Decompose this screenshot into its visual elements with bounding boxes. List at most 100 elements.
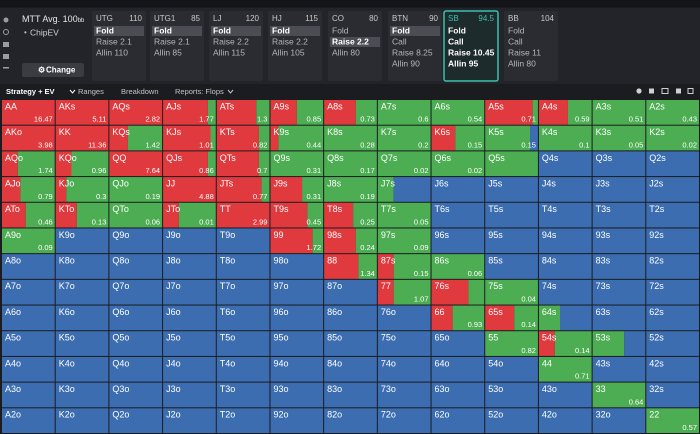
strategy-segment[interactable] xyxy=(324,305,377,331)
strategy-segment[interactable] xyxy=(431,254,485,279)
strategy-segment[interactable] xyxy=(538,305,560,331)
strategy-segment[interactable] xyxy=(431,228,485,254)
strategy-segment[interactable] xyxy=(538,151,592,177)
strategy-segment[interactable] xyxy=(485,254,538,279)
strategy-segment[interactable] xyxy=(55,228,109,254)
strategy-segment[interactable] xyxy=(592,151,646,177)
strategy-segment[interactable] xyxy=(377,356,431,382)
strategy-segment[interactable] xyxy=(592,254,646,279)
strategy-segment[interactable] xyxy=(624,331,646,356)
strategy-segment[interactable] xyxy=(431,100,485,125)
strategy-segment[interactable] xyxy=(216,356,270,382)
strategy-segment[interactable] xyxy=(538,125,592,151)
strategy-segment[interactable] xyxy=(163,305,216,331)
strategy-segment[interactable] xyxy=(592,202,646,228)
strategy-segment[interactable] xyxy=(270,356,324,382)
strategy-segment[interactable] xyxy=(55,125,109,151)
action[interactable]: Raise 11 xyxy=(508,47,541,57)
strategy-segment[interactable] xyxy=(485,356,538,382)
action[interactable]: Raise 2.2 xyxy=(213,36,249,46)
action[interactable]: Allin 80 xyxy=(332,47,360,57)
action[interactable]: Fold xyxy=(332,25,349,35)
strategy-segment[interactable] xyxy=(355,228,377,254)
strategy-segment[interactable] xyxy=(377,305,431,331)
strategy-segment[interactable] xyxy=(324,100,356,125)
strategy-segment[interactable] xyxy=(2,331,55,356)
strategy-segment[interactable] xyxy=(567,100,592,125)
strategy-segment[interactable] xyxy=(592,382,646,408)
strategy-segment[interactable] xyxy=(296,100,324,125)
strategy-segment[interactable] xyxy=(216,228,270,254)
strategy-segment[interactable] xyxy=(109,382,163,408)
strategy-segment[interactable] xyxy=(485,202,538,228)
strategy-segment[interactable] xyxy=(163,382,216,408)
strategy-segment[interactable] xyxy=(256,100,270,125)
strategy-segment[interactable] xyxy=(307,202,324,228)
strategy-segment[interactable] xyxy=(646,151,699,177)
strategy-segment[interactable] xyxy=(377,331,431,356)
strategy-segment[interactable] xyxy=(324,408,377,433)
strategy-segment[interactable] xyxy=(592,100,646,125)
strategy-segment[interactable] xyxy=(109,331,163,356)
action[interactable]: Fold xyxy=(272,25,290,35)
strategy-segment[interactable] xyxy=(163,100,208,125)
strategy-segment[interactable] xyxy=(324,202,354,228)
action[interactable]: Allin 110 xyxy=(96,47,128,57)
strategy-segment[interactable] xyxy=(431,279,469,305)
strategy-segment[interactable] xyxy=(592,125,646,151)
strategy-segment[interactable] xyxy=(358,254,377,279)
strategy-segment[interactable] xyxy=(377,382,431,408)
strategy-segment[interactable] xyxy=(163,125,211,151)
strategy-segment[interactable] xyxy=(216,100,257,125)
strategy-segment[interactable] xyxy=(324,382,377,408)
strategy-segment[interactable] xyxy=(592,177,646,202)
strategy-segment[interactable] xyxy=(258,151,270,177)
strategy-segment[interactable] xyxy=(109,279,163,305)
strategy-segment[interactable] xyxy=(324,177,377,202)
strategy-segment[interactable] xyxy=(17,151,55,177)
strategy-segment[interactable] xyxy=(55,356,109,382)
strategy-segment[interactable] xyxy=(431,408,485,433)
strategy-segment[interactable] xyxy=(270,279,324,305)
strategy-segment[interactable] xyxy=(646,100,699,125)
strategy-segment[interactable] xyxy=(109,408,163,433)
strategy-segment[interactable] xyxy=(485,331,538,356)
position-card[interactable] xyxy=(504,11,558,81)
strategy-segment[interactable] xyxy=(216,408,270,433)
action[interactable]: Allin 105 xyxy=(272,47,305,57)
strategy-segment[interactable] xyxy=(355,100,377,125)
action[interactable]: Raise 2.1 xyxy=(96,36,132,46)
strategy-segment[interactable] xyxy=(538,279,592,305)
strategy-segment[interactable] xyxy=(646,125,699,151)
strategy-segment[interactable] xyxy=(377,228,431,254)
strategy-segment[interactable] xyxy=(455,125,485,151)
action[interactable]: Allin 115 xyxy=(213,47,245,57)
strategy-segment[interactable] xyxy=(592,408,646,433)
strategy-segment[interactable] xyxy=(216,177,262,202)
tab[interactable]: Reports: Flops xyxy=(175,87,224,96)
strategy-segment[interactable] xyxy=(270,151,324,177)
strategy-segment[interactable] xyxy=(532,100,538,125)
strategy-segment[interactable] xyxy=(377,202,431,228)
strategy-segment[interactable] xyxy=(646,382,699,408)
strategy-segment[interactable] xyxy=(216,151,259,177)
strategy-segment[interactable] xyxy=(538,356,592,382)
strategy-segment[interactable] xyxy=(377,151,431,177)
strategy-segment[interactable] xyxy=(485,305,515,331)
strategy-segment[interactable] xyxy=(2,254,55,279)
strategy-segment[interactable] xyxy=(207,100,216,125)
strategy-segment[interactable] xyxy=(452,305,485,331)
action[interactable]: Fold xyxy=(448,25,466,35)
strategy-segment[interactable] xyxy=(377,408,431,433)
strategy-segment[interactable] xyxy=(55,202,77,228)
strategy-segment[interactable] xyxy=(258,125,270,151)
strategy-segment[interactable] xyxy=(20,177,55,202)
action[interactable]: Allin 80 xyxy=(508,58,536,68)
strategy-segment[interactable] xyxy=(216,254,270,279)
icon[interactable] xyxy=(687,88,694,94)
strategy-segment[interactable] xyxy=(485,279,538,305)
strategy-segment[interactable] xyxy=(278,125,324,151)
strategy-segment[interactable] xyxy=(538,331,555,356)
tab[interactable]: Strategy + EV xyxy=(6,87,55,96)
action[interactable]: Allin 95 xyxy=(448,58,479,68)
